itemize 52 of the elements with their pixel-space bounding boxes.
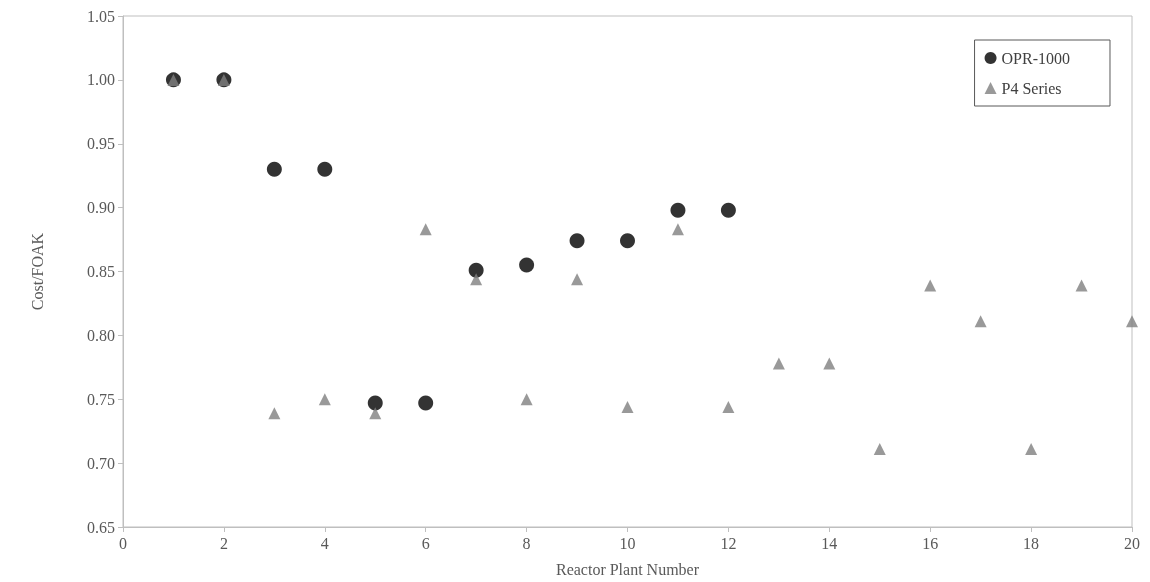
y-tick-label: 0.95 <box>87 135 115 153</box>
point <box>924 279 937 292</box>
x-tick-label: 20 <box>1124 534 1140 552</box>
point <box>318 393 331 406</box>
y-tick-label: 0.80 <box>87 326 115 344</box>
point <box>1126 315 1138 328</box>
y-tick-label: 0.70 <box>87 454 115 472</box>
point <box>470 273 483 286</box>
x-tick-label: 4 <box>320 534 329 552</box>
point <box>418 395 434 411</box>
point <box>268 407 281 420</box>
x-tick-label: 18 <box>1023 534 1040 552</box>
legend-label: P4 Series <box>1001 79 1062 97</box>
legend-label: OPR-1000 <box>1001 49 1070 67</box>
point <box>317 161 333 177</box>
point <box>519 257 535 273</box>
point <box>1025 443 1038 456</box>
point <box>571 273 584 286</box>
y-tick-label: 0.65 <box>87 518 115 536</box>
point <box>720 202 736 218</box>
point <box>468 262 484 278</box>
point <box>367 395 383 411</box>
point <box>621 400 634 413</box>
x-tick-label: 12 <box>720 534 737 552</box>
point <box>266 161 282 177</box>
point <box>823 357 836 370</box>
y-tick-label: 0.90 <box>87 199 115 217</box>
point <box>1075 279 1088 292</box>
point <box>520 393 533 406</box>
x-tick-label: 16 <box>922 534 939 552</box>
point <box>569 233 585 249</box>
point <box>671 223 684 236</box>
x-tick-label: 2 <box>219 534 228 552</box>
y-axis-title: Cost/FOAK <box>28 232 46 311</box>
point <box>873 443 886 456</box>
point <box>722 400 735 413</box>
point <box>419 223 432 236</box>
x-tick-label: 0 <box>119 534 127 552</box>
x-tick-label: 6 <box>421 534 430 552</box>
y-tick-label: 0.75 <box>87 390 115 408</box>
y-tick-label: 0.85 <box>87 263 115 280</box>
x-tick-label: 8 <box>522 534 531 552</box>
x-tick-label: 10 <box>619 534 636 552</box>
point <box>974 315 987 328</box>
y-tick-label: 1.00 <box>87 71 115 89</box>
point <box>369 407 382 420</box>
x-axis-title: Reactor Plant Number <box>555 560 700 578</box>
y-tick-label: 1.05 <box>87 7 115 25</box>
point <box>772 357 785 370</box>
point <box>670 202 686 218</box>
x-tick-label: 14 <box>821 534 838 552</box>
point <box>620 233 635 249</box>
